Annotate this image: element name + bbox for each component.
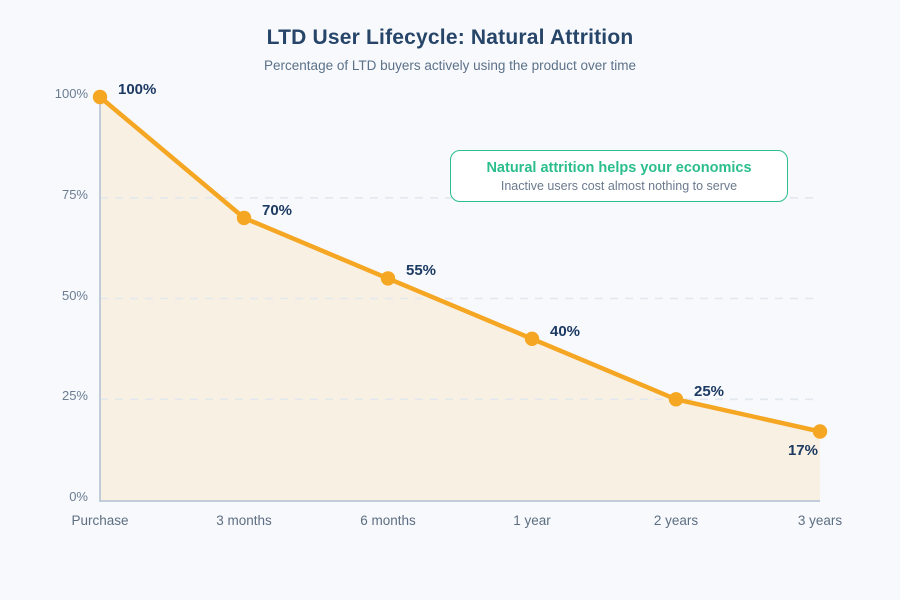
annotation-subtitle: Inactive users cost almost nothing to se…	[500, 178, 738, 193]
annotation-title: Natural attrition helps your economics	[486, 159, 752, 176]
chart-subtitle: Percentage of LTD buyers actively using …	[264, 58, 636, 73]
data-point-marker	[236, 210, 252, 226]
data-point-marker	[380, 271, 396, 286]
data-point-marker	[812, 424, 828, 439]
data-point-marker	[92, 89, 108, 105]
data-point-marker	[668, 392, 684, 407]
chart-title: LTD User Lifecycle: Natural Attrition	[266, 26, 634, 49]
trend-line	[97, 94, 823, 434]
annotation-callout: Natural attrition helps your economics I…	[450, 150, 788, 202]
data-point-marker	[524, 331, 540, 346]
